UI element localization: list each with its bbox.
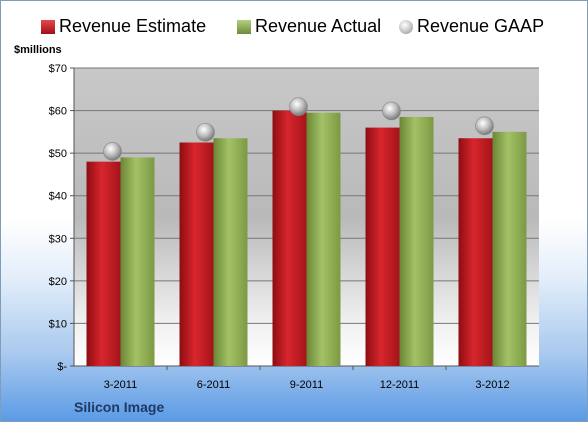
- x-tick-label: 9-2011: [290, 379, 323, 391]
- x-tick-label: 3-2011: [104, 379, 137, 391]
- y-tick-label: $-: [57, 361, 67, 373]
- bar-revenue-actual: [399, 116, 434, 366]
- marker-revenue-gaap: [475, 116, 494, 136]
- legend-label-actual: Revenue Actual: [255, 16, 382, 36]
- y-tick-label: $40: [49, 191, 67, 203]
- marker-revenue-gaap: [382, 101, 401, 121]
- marker-revenue-gaap: [289, 97, 308, 116]
- legend-swatch-gaap: [399, 20, 413, 34]
- bar-revenue-actual: [492, 131, 527, 366]
- legend-label-estimate: Revenue Estimate: [59, 16, 207, 36]
- bar-revenue-actual: [213, 138, 248, 366]
- legend-swatch-estimate: [41, 20, 55, 34]
- y-tick-label: $70: [49, 63, 67, 75]
- bar-revenue-estimate: [365, 127, 400, 366]
- y-tick-label: $30: [49, 233, 67, 245]
- y-axis-units-label: $millions: [14, 44, 62, 56]
- bar-revenue-estimate: [458, 138, 493, 366]
- marker-revenue-gaap: [196, 122, 215, 142]
- legend-swatch-actual: [237, 20, 251, 34]
- bar-revenue-estimate: [86, 161, 121, 366]
- bar-revenue-actual: [120, 157, 155, 366]
- x-tick-label: 12-2011: [380, 379, 420, 391]
- y-tick-label: $20: [49, 276, 67, 288]
- company-name: Silicon Image: [74, 399, 165, 415]
- bar-revenue-estimate: [179, 142, 214, 366]
- bar-revenue-actual: [306, 112, 341, 366]
- legend-label-gaap: Revenue GAAP: [417, 16, 545, 36]
- y-tick-label: $50: [49, 148, 67, 160]
- bar-revenue-estimate: [272, 110, 307, 366]
- legend: Revenue Estimate Revenue Actual Revenue …: [1, 15, 588, 39]
- x-tick-label: 6-2011: [197, 379, 230, 391]
- y-tick-label: $10: [49, 318, 67, 330]
- y-tick-label: $60: [49, 106, 67, 118]
- marker-revenue-gaap: [103, 142, 122, 161]
- x-tick-label: 3-2012: [475, 379, 509, 391]
